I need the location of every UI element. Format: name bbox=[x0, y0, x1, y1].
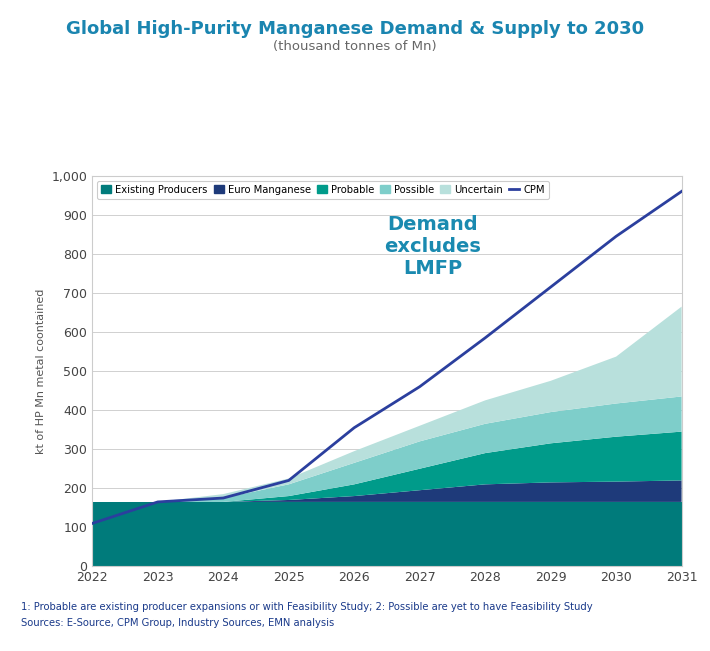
Legend: Existing Producers, Euro Manganese, Probable, Possible, Uncertain, CPM: Existing Producers, Euro Manganese, Prob… bbox=[97, 181, 549, 199]
Text: Sources: E-Source, CPM Group, Industry Sources, EMN analysis: Sources: E-Source, CPM Group, Industry S… bbox=[21, 618, 334, 628]
Text: (thousand tonnes of Mn): (thousand tonnes of Mn) bbox=[273, 40, 437, 53]
Y-axis label: kt of HP Mn metal coontained: kt of HP Mn metal coontained bbox=[36, 288, 46, 454]
Text: 1: Probable are existing producer expansions or with Feasibility Study; 2: Possi: 1: Probable are existing producer expans… bbox=[21, 602, 593, 612]
Text: Demand
excludes
LMFP: Demand excludes LMFP bbox=[384, 215, 481, 277]
Text: Global High-Purity Manganese Demand & Supply to 2030: Global High-Purity Manganese Demand & Su… bbox=[66, 20, 644, 38]
